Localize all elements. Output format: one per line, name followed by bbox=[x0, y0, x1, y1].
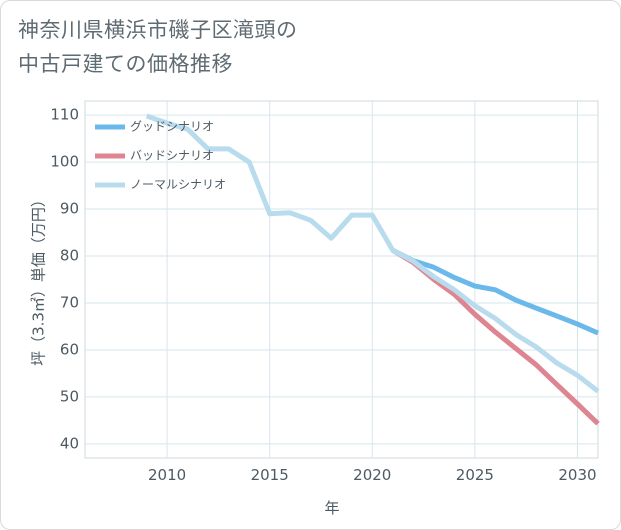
y-tick-label: 110 bbox=[50, 106, 79, 124]
y-axis-ticks: 40 50 60 70 80 90 100 110 bbox=[50, 106, 79, 453]
legend-item-good: グッドシナリオ bbox=[95, 120, 214, 134]
y-axis-label: 坪（3.3㎡）単価（万円） bbox=[30, 192, 48, 366]
good-scenario-line bbox=[391, 248, 599, 336]
legend-swatch bbox=[95, 153, 125, 159]
x-axis-label: 年 bbox=[324, 499, 339, 517]
series-layer bbox=[145, 113, 600, 426]
chart-title-line-2: 中古戸建ての価格推移 bbox=[18, 52, 233, 76]
y-tick-label: 60 bbox=[60, 340, 79, 358]
y-tick-label: 80 bbox=[60, 247, 79, 265]
y-tick-label: 40 bbox=[60, 434, 79, 452]
legend-swatch bbox=[95, 124, 125, 130]
chart-title-line-1: 神奈川県横浜市磯子区滝頭の bbox=[18, 18, 298, 42]
normal-scenario-line bbox=[145, 113, 600, 394]
x-axis-ticks: 2010 2015 2020 2025 2030 bbox=[148, 466, 597, 484]
legend-item-normal: ノーマルシナリオ bbox=[95, 178, 226, 192]
y-tick-label: 100 bbox=[50, 153, 79, 171]
legend-label: グッドシナリオ bbox=[130, 120, 214, 134]
y-tick-label: 50 bbox=[60, 387, 79, 405]
grid-lines bbox=[85, 101, 598, 458]
x-tick-label: 2030 bbox=[558, 466, 596, 484]
legend-swatch bbox=[95, 182, 125, 188]
legend-label: ノーマルシナリオ bbox=[130, 178, 226, 192]
x-tick-label: 2015 bbox=[251, 466, 289, 484]
legend-label: バッドシナリオ bbox=[130, 149, 214, 163]
chart-title: 神奈川県横浜市磯子区滝頭の 中古戸建ての価格推移 bbox=[18, 13, 598, 81]
y-tick-label: 90 bbox=[60, 200, 79, 218]
x-tick-label: 2010 bbox=[148, 466, 186, 484]
legend-item-bad: バッドシナリオ bbox=[95, 149, 214, 163]
x-tick-label: 2020 bbox=[353, 466, 391, 484]
plot-area bbox=[84, 100, 599, 459]
y-tick-label: 70 bbox=[60, 293, 79, 311]
x-tick-label: 2025 bbox=[456, 466, 494, 484]
